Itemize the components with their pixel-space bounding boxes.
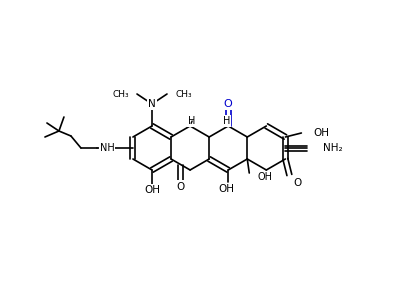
Text: OH: OH (314, 128, 329, 138)
Text: CH₃: CH₃ (175, 89, 191, 99)
Text: OH: OH (257, 172, 272, 182)
Text: NH₂: NH₂ (324, 143, 343, 153)
Text: OH: OH (144, 185, 160, 195)
Text: H: H (189, 116, 196, 126)
Text: H: H (222, 116, 230, 126)
Text: CH₃: CH₃ (112, 89, 129, 99)
Text: O: O (176, 181, 185, 192)
Text: OH: OH (218, 184, 234, 194)
Text: O: O (293, 178, 302, 188)
Text: NH: NH (99, 143, 114, 153)
Text: O: O (224, 99, 232, 109)
Text: N: N (148, 99, 156, 109)
